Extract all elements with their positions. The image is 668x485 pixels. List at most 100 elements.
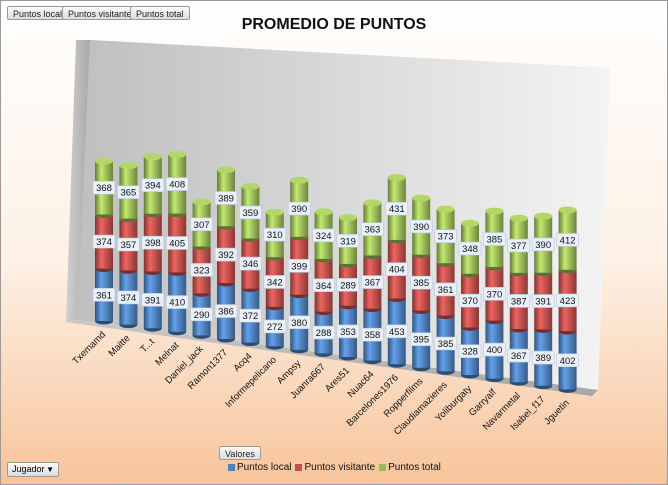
data-label: 389 <box>214 191 238 205</box>
svg-text:357: 357 <box>120 240 136 251</box>
svg-text:373: 373 <box>438 232 454 243</box>
chart-legend: Puntos local Puntos visitante Puntos total <box>228 462 441 473</box>
svg-text:390: 390 <box>413 222 429 233</box>
data-label: 391 <box>141 293 165 307</box>
data-label: 431 <box>385 201 409 216</box>
svg-text:348: 348 <box>462 244 478 255</box>
svg-text:377: 377 <box>511 241 527 252</box>
svg-text:453: 453 <box>389 327 405 338</box>
data-label: 357 <box>117 237 140 252</box>
svg-text:390: 390 <box>291 204 307 215</box>
data-label: 405 <box>165 236 189 250</box>
data-label: 373 <box>434 229 457 243</box>
data-label: 377 <box>507 238 531 253</box>
svg-text:364: 364 <box>316 281 332 292</box>
data-label: 380 <box>287 315 311 330</box>
svg-text:288: 288 <box>316 328 332 339</box>
data-label: 410 <box>165 295 189 309</box>
chart-side-wall <box>66 40 90 322</box>
data-label: 353 <box>336 324 360 339</box>
legend-item: Puntos total <box>379 462 441 473</box>
data-label: 399 <box>287 258 311 273</box>
data-label: 310 <box>263 227 287 242</box>
data-label: 389 <box>531 350 555 365</box>
legend-label: Puntos local <box>237 462 292 473</box>
legend-swatch <box>379 464 387 471</box>
svg-text:423: 423 <box>560 296 576 307</box>
svg-text:358: 358 <box>364 330 380 341</box>
data-label: 390 <box>531 237 555 252</box>
svg-text:289: 289 <box>340 280 356 291</box>
legend-label: Puntos total <box>388 462 441 473</box>
row-field-dropdown[interactable]: Jugador ▼ <box>7 462 59 477</box>
dropdown-label: Jugador <box>12 464 45 474</box>
svg-text:386: 386 <box>218 307 234 318</box>
svg-text:385: 385 <box>413 278 429 289</box>
data-label: 342 <box>263 275 287 289</box>
svg-text:391: 391 <box>145 295 161 306</box>
svg-text:359: 359 <box>242 208 258 219</box>
filter-button-1[interactable]: Puntos local <box>7 6 69 20</box>
data-label: 423 <box>556 293 579 308</box>
svg-text:367: 367 <box>364 278 380 289</box>
svg-text:370: 370 <box>486 289 502 300</box>
svg-text:395: 395 <box>413 335 429 346</box>
legend-item: Puntos local <box>228 462 291 473</box>
data-label: 367 <box>507 348 531 363</box>
svg-text:404: 404 <box>389 265 405 276</box>
data-label: 402 <box>556 353 579 368</box>
svg-text:361: 361 <box>438 285 454 296</box>
data-label: 307 <box>190 217 213 232</box>
filter-button-3[interactable]: Puntos total <box>130 6 190 20</box>
data-label: 390 <box>409 219 433 234</box>
svg-text:412: 412 <box>560 235 576 246</box>
data-label: 319 <box>336 233 360 248</box>
svg-text:323: 323 <box>194 265 210 276</box>
svg-text:367: 367 <box>511 351 527 362</box>
svg-text:365: 365 <box>120 188 136 199</box>
svg-text:385: 385 <box>486 235 502 246</box>
data-label: 398 <box>141 235 165 250</box>
data-label: 387 <box>507 294 531 308</box>
svg-text:324: 324 <box>316 231 332 242</box>
bar-stack-3[interactable] <box>168 150 187 336</box>
data-label: 385 <box>409 275 433 290</box>
bar-segment[interactable] <box>290 176 309 241</box>
bar-stack-6[interactable] <box>241 182 260 347</box>
values-field-button[interactable]: Valores <box>219 446 261 460</box>
data-label: 390 <box>287 201 311 216</box>
data-label: 288 <box>312 325 335 340</box>
data-label: 453 <box>385 324 409 339</box>
svg-text:307: 307 <box>194 220 210 231</box>
svg-text:389: 389 <box>535 353 551 364</box>
category-label: Acq4 <box>231 351 254 374</box>
data-label: 385 <box>483 232 506 246</box>
svg-text:390: 390 <box>535 240 551 251</box>
svg-text:310: 310 <box>267 230 283 241</box>
legend-item: Puntos visitante <box>295 462 375 473</box>
svg-text:380: 380 <box>291 318 307 329</box>
svg-text:368: 368 <box>96 183 112 194</box>
svg-text:363: 363 <box>364 225 380 236</box>
svg-text:328: 328 <box>462 347 478 358</box>
svg-text:410: 410 <box>169 298 185 309</box>
data-label: 363 <box>361 222 384 236</box>
svg-text:400: 400 <box>486 345 502 356</box>
data-label: 361 <box>434 282 457 297</box>
data-label: 361 <box>92 288 116 302</box>
svg-text:391: 391 <box>535 297 551 308</box>
chevron-down-icon[interactable]: ▼ <box>46 465 54 474</box>
data-label: 372 <box>239 308 262 323</box>
svg-text:370: 370 <box>462 296 478 307</box>
svg-text:398: 398 <box>145 238 161 249</box>
data-label: 391 <box>531 294 555 308</box>
data-label: 272 <box>263 319 287 334</box>
data-label: 290 <box>190 307 213 322</box>
data-label: 404 <box>385 262 409 277</box>
data-label: 368 <box>92 180 116 195</box>
svg-text:431: 431 <box>389 204 405 215</box>
data-label: 324 <box>312 228 335 243</box>
legend-swatch <box>228 464 235 471</box>
category-label: Informepelicano <box>223 355 279 411</box>
category-label: Maitte <box>106 333 132 359</box>
